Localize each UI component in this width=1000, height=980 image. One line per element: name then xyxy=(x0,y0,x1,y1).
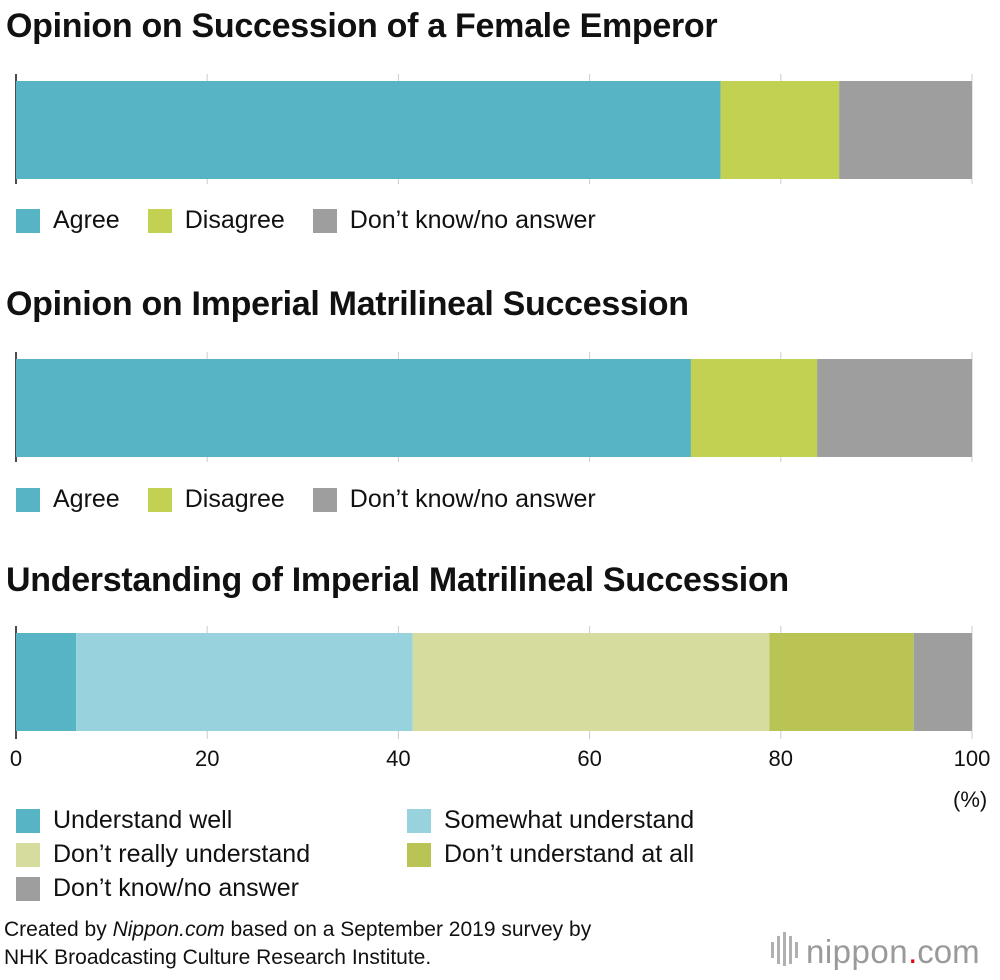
legend-label-dont-know: Don’t know/no answer xyxy=(349,485,596,513)
source-prefix: Created by xyxy=(4,918,113,941)
bar-segment-don-t-really-understand xyxy=(412,633,770,731)
chart-3-plot: 0 20 40 60 80 100 xyxy=(10,626,991,771)
logo-name: nippon xyxy=(806,932,909,970)
logo-tld: com xyxy=(917,932,980,970)
legend-label-dont-know: Don’t know/no answer xyxy=(349,206,596,234)
source-site: Nippon.com xyxy=(112,918,225,941)
legend-swatch-understand-well xyxy=(16,808,40,833)
x-tick-label: 0 xyxy=(10,746,22,771)
legend-label-somewhat-understand: Somewhat understand xyxy=(444,806,695,834)
legend-swatch-dont-know xyxy=(312,487,337,512)
nippon-logo: nippon. com xyxy=(770,932,980,971)
chart-2-title: Opinion on Imperial Matrilineal Successi… xyxy=(6,285,689,323)
x-tick-label: 60 xyxy=(577,746,601,771)
legend-label-dont-know: Don’t know/no answer xyxy=(53,874,299,902)
bar-segment-agree xyxy=(16,81,721,179)
chart-3-title: Understanding of Imperial Matrilineal Su… xyxy=(6,561,789,599)
chart-3-legend-understand-well: Understand well xyxy=(16,806,232,835)
chart-3-legend-dont-at-all: Don’t understand at all xyxy=(407,840,694,869)
chart-3-legend-somewhat: Somewhat understand xyxy=(407,806,694,835)
legend-swatch-somewhat-understand xyxy=(407,808,431,833)
bar-segment-don-t-know-no-answer xyxy=(913,633,972,731)
chart-3-legend-dont-really: Don’t really understand xyxy=(16,840,310,869)
x-tick-label: 100 xyxy=(954,746,991,771)
source-line1-suffix: based on a September 2019 survey by xyxy=(224,918,592,941)
bar-segment-disagree xyxy=(690,359,818,457)
bar-segment-understand-well xyxy=(16,633,77,731)
bar-segment-don-t-understand-at-all xyxy=(769,633,914,731)
chart-1-plot xyxy=(15,74,973,184)
bars-icon xyxy=(770,932,800,971)
chart-2-plot xyxy=(15,352,973,462)
x-axis-unit: (%) xyxy=(953,787,988,812)
legend-swatch-dont-understand-at-all xyxy=(407,842,431,867)
legend-label-agree: Agree xyxy=(53,206,120,234)
bar-segment-don-t-know-no-answer xyxy=(817,359,972,457)
legend-swatch-disagree xyxy=(147,487,172,512)
legend-swatch-dont-know xyxy=(312,208,337,233)
legend-swatch-agree xyxy=(16,208,40,233)
legend-label-agree: Agree xyxy=(53,485,120,513)
x-tick-label: 20 xyxy=(195,746,219,771)
bar-segment-somewhat-understand xyxy=(76,633,413,731)
x-tick-label: 80 xyxy=(769,746,793,771)
legend-label-disagree: Disagree xyxy=(184,485,285,513)
source-line2: NHK Broadcasting Culture Research Instit… xyxy=(4,946,432,969)
bar-segment-disagree xyxy=(720,81,840,179)
legend-swatch-dont-really-understand xyxy=(16,842,40,867)
chart-1-title: Opinion on Succession of a Female Empero… xyxy=(6,7,718,45)
x-tick-label: 40 xyxy=(386,746,410,771)
legend-label-disagree: Disagree xyxy=(184,206,285,234)
bar-segment-agree xyxy=(16,359,691,457)
chart-3-legend-dont-know: Don’t know/no answer xyxy=(16,874,299,903)
legend-label-dont-understand-at-all: Don’t understand at all xyxy=(444,840,695,868)
chart-1-legend: Agree Disagree Don’t know/no answer xyxy=(16,206,596,235)
legend-swatch-dont-know xyxy=(16,876,40,901)
legend-label-dont-really-understand: Don’t really understand xyxy=(53,840,311,868)
bar-segment-don-t-know-no-answer xyxy=(839,81,972,179)
chart-2-legend: Agree Disagree Don’t know/no answer xyxy=(16,485,596,514)
legend-swatch-disagree xyxy=(147,208,172,233)
legend-label-understand-well: Understand well xyxy=(53,806,233,834)
legend-swatch-agree xyxy=(16,487,40,512)
logo-dot: . xyxy=(908,932,918,970)
source-note: Created by Nippon.com based on a Septemb… xyxy=(4,916,591,972)
